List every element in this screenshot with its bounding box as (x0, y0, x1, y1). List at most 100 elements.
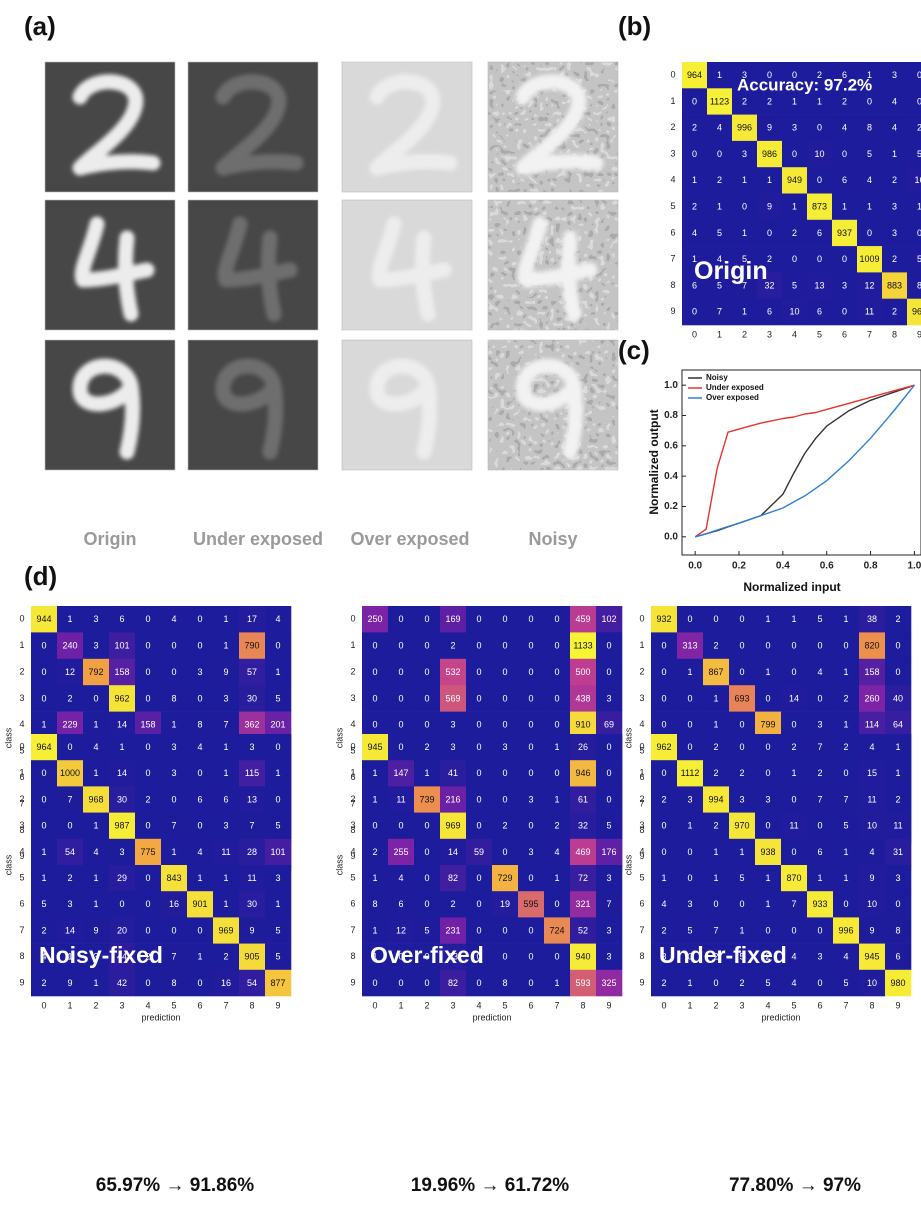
y-axis-label: class (3, 727, 13, 748)
cell-value: 5 (275, 952, 280, 962)
cell-value: 10 (867, 821, 877, 831)
cell-value: 0 (791, 640, 796, 650)
cell-value: 7 (791, 899, 796, 909)
cell-value: 3 (792, 123, 797, 133)
cell-value: 0 (502, 925, 507, 935)
cell-value: 3 (528, 794, 533, 804)
cell-value: 3 (895, 873, 900, 883)
cell-value: 901 (192, 899, 207, 909)
col-label: 4 (476, 1000, 481, 1010)
col-label: 3 (767, 329, 772, 339)
cell-value: 0 (765, 821, 770, 831)
cell-value: 1 (843, 873, 848, 883)
cell-value: 1 (817, 96, 822, 106)
cell-value: 4 (843, 952, 848, 962)
panel-label: (d) (24, 561, 57, 591)
cell-value: 3 (171, 768, 176, 778)
cell-value: 1 (765, 899, 770, 909)
cell-value: 962 (656, 742, 671, 752)
cell-value: 0 (424, 720, 429, 730)
cell-value: 964 (687, 70, 702, 80)
row-label: 2 (350, 794, 355, 804)
cell-value: 7 (606, 899, 611, 909)
cell-value: 176 (601, 847, 616, 857)
cell-value: 0 (145, 978, 150, 988)
cell-value: 0 (661, 847, 666, 857)
image-background (45, 200, 175, 330)
row-label: 0 (350, 614, 355, 624)
cell-value: 0 (197, 640, 202, 650)
col-label: 2 (424, 1000, 429, 1010)
cell-value: 595 (523, 899, 538, 909)
cell-value: 883 (887, 280, 902, 290)
cell-value: 12 (65, 667, 75, 677)
cell-value: 5 (843, 821, 848, 831)
cell-value: 0 (606, 667, 611, 677)
cell-value: 0 (398, 640, 403, 650)
cell-value: 19 (500, 899, 510, 909)
cell-value: 0 (528, 720, 533, 730)
cell-value: 5 (424, 925, 429, 935)
accuracy-change: 19.96% → 61.72% (411, 1175, 570, 1196)
row-label: 1 (350, 768, 355, 778)
cell-value: 14 (789, 693, 799, 703)
cell-value: 0 (424, 667, 429, 677)
y-tick-label: 0.4 (664, 471, 678, 482)
cell-value: 2 (895, 614, 900, 624)
cell-value: 30 (117, 794, 127, 804)
cell-value: 1112 (681, 768, 700, 778)
cell-value: 905 (244, 952, 259, 962)
cell-value: 0 (792, 254, 797, 264)
cell-value: 0 (372, 640, 377, 650)
cell-value: 1 (67, 614, 72, 624)
cell-value: 949 (787, 175, 802, 185)
cell-value: 5 (275, 693, 280, 703)
cell-value: 0 (398, 667, 403, 677)
cell-value: 1 (713, 873, 718, 883)
x-tick-label: 0.2 (732, 561, 746, 572)
cell-value: 4 (197, 847, 202, 857)
col-label: 3 (119, 1000, 124, 1010)
cell-value: 8 (917, 280, 921, 290)
cell-value: 3 (223, 693, 228, 703)
cell-value: 1 (843, 667, 848, 677)
cell-value: 0 (842, 149, 847, 159)
cell-value: 2 (692, 123, 697, 133)
cell-value: 5 (717, 228, 722, 238)
cell-value: 5 (765, 978, 770, 988)
cell-value: 2 (892, 307, 897, 317)
cell-value: 313 (682, 640, 697, 650)
cell-value: 2 (502, 821, 507, 831)
cell-value: 147 (393, 768, 408, 778)
x-tick-label: 0.8 (864, 561, 878, 572)
cell-value: 240 (62, 640, 77, 650)
cell-value: 5 (687, 925, 692, 935)
cell-value: 82 (448, 873, 458, 883)
cell-value: 0 (476, 873, 481, 883)
cell-value: 0 (606, 794, 611, 804)
row-label: 8 (639, 951, 644, 961)
col-label: 7 (223, 1000, 228, 1010)
cell-value: 1 (843, 847, 848, 857)
row-label: 3 (350, 693, 355, 703)
cell-value: 4 (791, 952, 796, 962)
cell-value: 0 (528, 614, 533, 624)
cell-value: 729 (497, 873, 512, 883)
row-label: 3 (350, 820, 355, 830)
cell-value: 0 (275, 640, 280, 650)
y-tick-label: 0.2 (664, 501, 678, 512)
cell-value: 569 (445, 693, 460, 703)
cell-value: 3 (842, 280, 847, 290)
cell-value: 2 (842, 96, 847, 106)
y-tick-label: 0.6 (664, 440, 678, 451)
cell-value: 1 (171, 720, 176, 730)
cell-value: 0 (502, 952, 507, 962)
cell-value: 13 (814, 280, 824, 290)
cell-value: 0 (424, 978, 429, 988)
cell-value: 30 (247, 899, 257, 909)
cell-value: 30 (247, 693, 257, 703)
cell-value: 0 (275, 742, 280, 752)
cell-value: 1 (791, 614, 796, 624)
x-axis-label: prediction (472, 1012, 511, 1022)
row-label: 2 (19, 794, 24, 804)
